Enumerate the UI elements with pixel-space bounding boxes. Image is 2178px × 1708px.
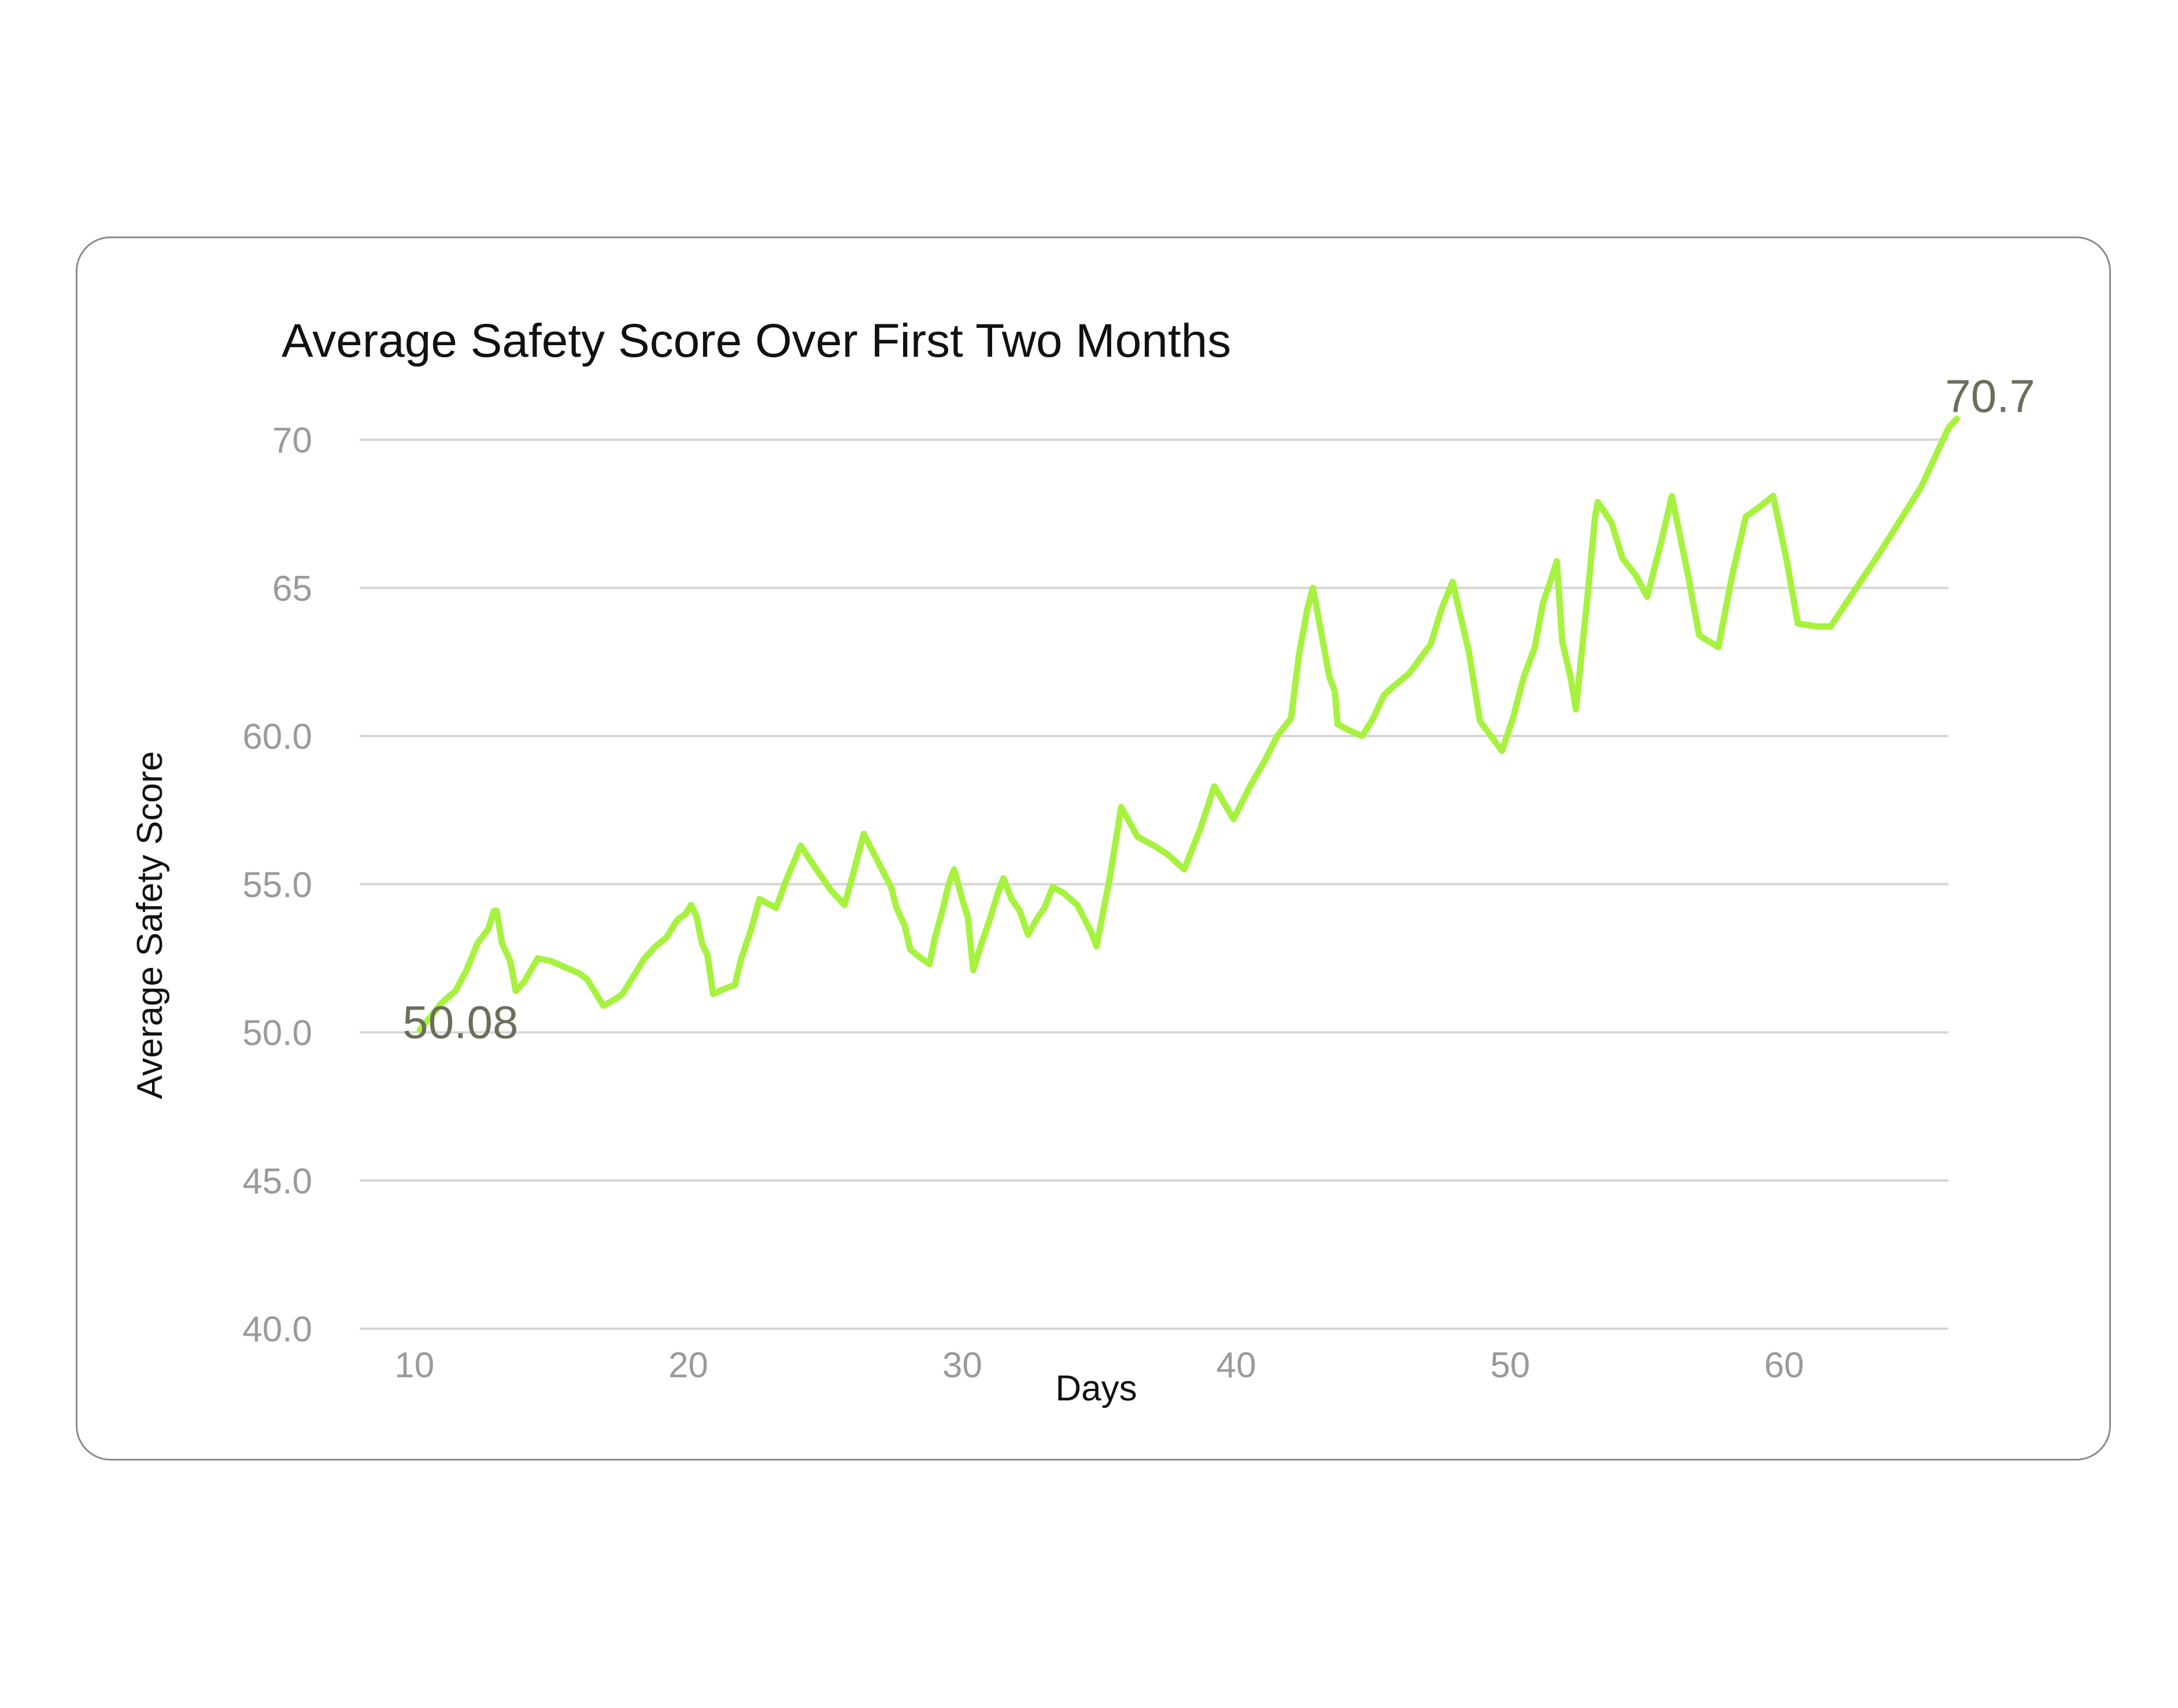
data-label: 50.08: [402, 996, 518, 1048]
data-label: 70.7: [1945, 371, 2035, 422]
x-tick-label: 50: [1490, 1345, 1530, 1385]
x-tick-label: 60: [1764, 1345, 1804, 1385]
series-lines: [416, 416, 1960, 1033]
gridlines: [360, 438, 1948, 1330]
chart-title: Average Safety Score Over First Two Mont…: [282, 315, 1231, 367]
y-tick-label: 65: [272, 569, 312, 609]
data-labels: 50.08 70.7: [402, 371, 2035, 1048]
series-line-0: [416, 416, 1960, 1033]
y-tick-label: 60.0: [242, 717, 312, 757]
y-tick-label: 70: [272, 421, 312, 461]
y-tick-label: 55.0: [242, 865, 312, 905]
y-tick-label: 50.0: [242, 1014, 312, 1053]
y-tick-label: 40.0: [242, 1310, 312, 1350]
y-axis-label: Average Safety Score: [130, 751, 170, 1099]
x-tick-label: 20: [668, 1345, 708, 1385]
y-tick-label: 45.0: [242, 1162, 312, 1201]
x-tick-label: 30: [942, 1345, 982, 1385]
x-tick-label: 40: [1216, 1345, 1256, 1385]
x-axis-ticks: 10 20 30 40 50 60: [394, 1345, 1804, 1385]
y-axis-ticks: 40.0 45.0 50.0 55.0 60.0 65 70: [242, 421, 312, 1350]
x-axis-label: Days: [1055, 1369, 1137, 1408]
x-tick-label: 10: [394, 1345, 434, 1385]
